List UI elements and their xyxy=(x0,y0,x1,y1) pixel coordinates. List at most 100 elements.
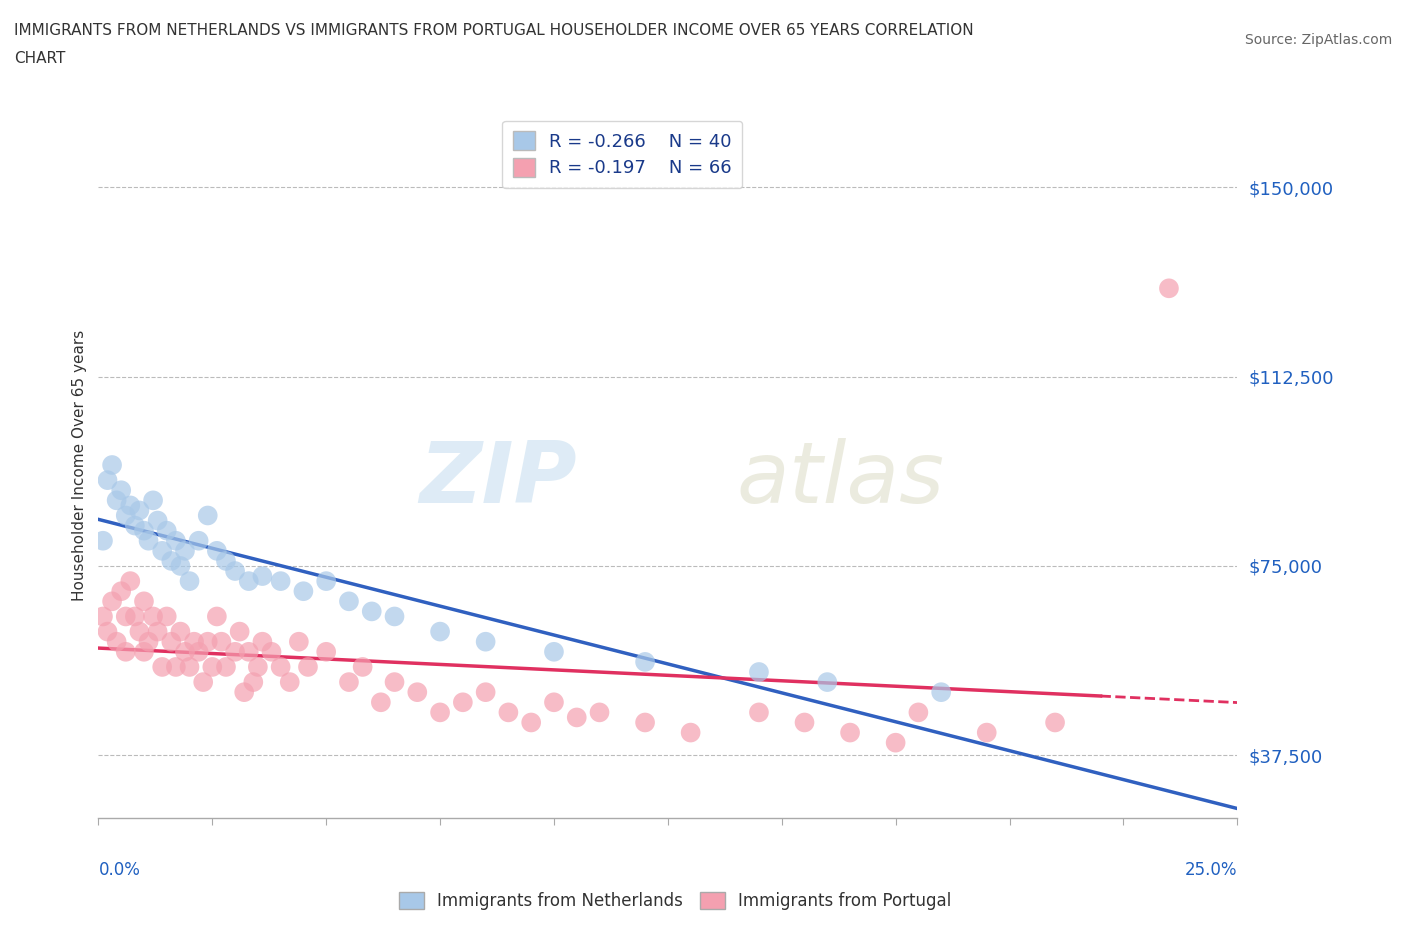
Point xyxy=(187,644,209,659)
Point xyxy=(246,659,269,674)
Point xyxy=(260,644,283,659)
Point xyxy=(520,715,543,730)
Point xyxy=(193,674,215,689)
Point xyxy=(132,524,155,538)
Point xyxy=(101,458,124,472)
Point xyxy=(156,524,179,538)
Point xyxy=(110,584,132,599)
Point xyxy=(132,594,155,609)
Legend: R = -0.266    N = 40, R = -0.197    N = 66: R = -0.266 N = 40, R = -0.197 N = 66 xyxy=(502,121,742,188)
Text: atlas: atlas xyxy=(737,438,945,521)
Point xyxy=(91,533,114,548)
Point xyxy=(1043,715,1066,730)
Point xyxy=(384,609,406,624)
Point xyxy=(201,659,224,674)
Point xyxy=(169,559,191,574)
Point xyxy=(748,705,770,720)
Point xyxy=(929,684,952,699)
Point xyxy=(815,674,838,689)
Point xyxy=(748,665,770,680)
Point xyxy=(352,659,374,674)
Point xyxy=(884,736,907,751)
Point xyxy=(451,695,474,710)
Text: 25.0%: 25.0% xyxy=(1185,861,1237,879)
Point xyxy=(165,659,187,674)
Point xyxy=(429,624,451,639)
Legend: Immigrants from Netherlands, Immigrants from Portugal: Immigrants from Netherlands, Immigrants … xyxy=(392,885,957,917)
Point xyxy=(142,609,165,624)
Point xyxy=(120,498,142,512)
Text: 0.0%: 0.0% xyxy=(98,861,141,879)
Point xyxy=(183,634,205,649)
Point xyxy=(228,624,250,639)
Point xyxy=(124,518,146,533)
Point xyxy=(169,624,191,639)
Point xyxy=(110,483,132,498)
Point xyxy=(679,725,702,740)
Point xyxy=(165,533,187,548)
Point xyxy=(179,574,201,589)
Point xyxy=(114,508,136,523)
Point xyxy=(91,609,114,624)
Point xyxy=(315,644,337,659)
Point xyxy=(406,684,429,699)
Point xyxy=(209,634,232,649)
Point xyxy=(498,705,520,720)
Point xyxy=(138,634,160,649)
Point xyxy=(429,705,451,720)
Point xyxy=(907,705,929,720)
Point xyxy=(205,543,228,558)
Point xyxy=(146,624,169,639)
Point xyxy=(543,644,565,659)
Point xyxy=(292,584,315,599)
Point xyxy=(315,574,337,589)
Point xyxy=(114,609,136,624)
Point xyxy=(132,644,155,659)
Point xyxy=(120,574,142,589)
Point xyxy=(96,624,118,639)
Point xyxy=(174,644,197,659)
Point xyxy=(793,715,815,730)
Point xyxy=(288,634,311,649)
Point xyxy=(270,659,292,674)
Point xyxy=(105,493,128,508)
Point xyxy=(337,674,360,689)
Point xyxy=(124,609,146,624)
Point xyxy=(565,710,588,724)
Point xyxy=(252,568,274,583)
Point xyxy=(370,695,392,710)
Point xyxy=(101,594,124,609)
Point xyxy=(150,659,173,674)
Point xyxy=(128,503,150,518)
Point xyxy=(297,659,319,674)
Point xyxy=(634,715,657,730)
Point xyxy=(156,609,179,624)
Point xyxy=(839,725,862,740)
Point xyxy=(205,609,228,624)
Point xyxy=(474,684,496,699)
Point xyxy=(150,543,173,558)
Point xyxy=(224,644,246,659)
Point xyxy=(179,659,201,674)
Y-axis label: Householder Income Over 65 years: Householder Income Over 65 years xyxy=(72,329,87,601)
Text: Source: ZipAtlas.com: Source: ZipAtlas.com xyxy=(1244,33,1392,46)
Text: ZIP: ZIP xyxy=(419,438,576,521)
Point xyxy=(187,533,209,548)
Point xyxy=(105,634,128,649)
Point xyxy=(174,543,197,558)
Point xyxy=(138,533,160,548)
Point xyxy=(160,553,183,568)
Text: CHART: CHART xyxy=(14,51,66,66)
Point xyxy=(1157,281,1180,296)
Point xyxy=(588,705,610,720)
Text: IMMIGRANTS FROM NETHERLANDS VS IMMIGRANTS FROM PORTUGAL HOUSEHOLDER INCOME OVER : IMMIGRANTS FROM NETHERLANDS VS IMMIGRANT… xyxy=(14,23,974,38)
Point xyxy=(233,684,256,699)
Point xyxy=(238,574,260,589)
Point xyxy=(128,624,150,639)
Point xyxy=(215,659,238,674)
Point xyxy=(146,513,169,528)
Point xyxy=(224,564,246,578)
Point xyxy=(197,508,219,523)
Point xyxy=(197,634,219,649)
Point xyxy=(238,644,260,659)
